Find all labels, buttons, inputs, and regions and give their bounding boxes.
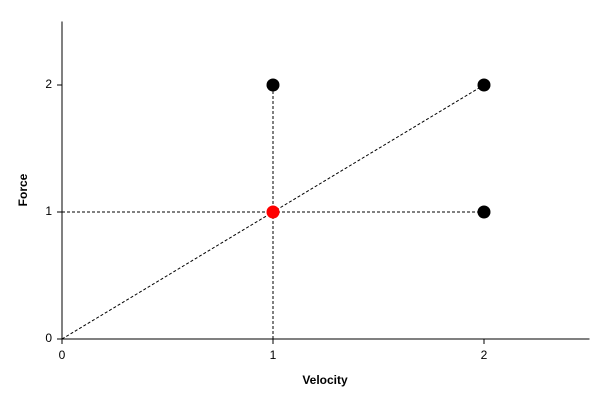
point xyxy=(266,78,280,92)
point xyxy=(266,205,280,219)
y-axis-title: Force xyxy=(16,173,30,206)
y-tick-label: 1 xyxy=(45,204,52,218)
x-tick-label: 0 xyxy=(59,348,66,362)
point xyxy=(477,78,491,92)
point xyxy=(477,205,491,219)
y-tick-label: 0 xyxy=(45,331,52,345)
x-tick-label: 2 xyxy=(481,348,488,362)
x-tick-label: 1 xyxy=(270,348,277,362)
x-axis-title: Velocity xyxy=(302,373,348,387)
y-tick-label: 2 xyxy=(45,77,52,91)
